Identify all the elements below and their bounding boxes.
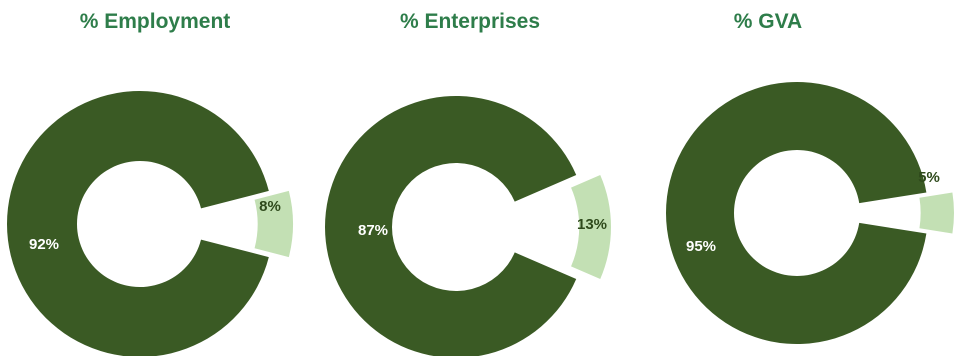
data-label-large: 87% [358,222,388,239]
donut-slice-large [7,91,269,356]
donut-slice-large [665,82,927,344]
donut-slice-small [254,190,294,258]
chart-title-employment: % Employment [79,10,231,33]
data-label-small: 8% [259,198,281,215]
data-label-large: 95% [686,238,716,255]
chart-title-enterprises: % Enterprises [399,10,541,33]
chart-title-gva: % GVA [733,10,803,33]
data-label-small: 5% [918,169,940,186]
data-label-small: 13% [577,216,607,233]
data-label-large: 92% [29,236,59,253]
donut-slice-small [919,192,954,234]
donut-slice-small [571,174,611,280]
donut-slice-large [324,96,577,356]
